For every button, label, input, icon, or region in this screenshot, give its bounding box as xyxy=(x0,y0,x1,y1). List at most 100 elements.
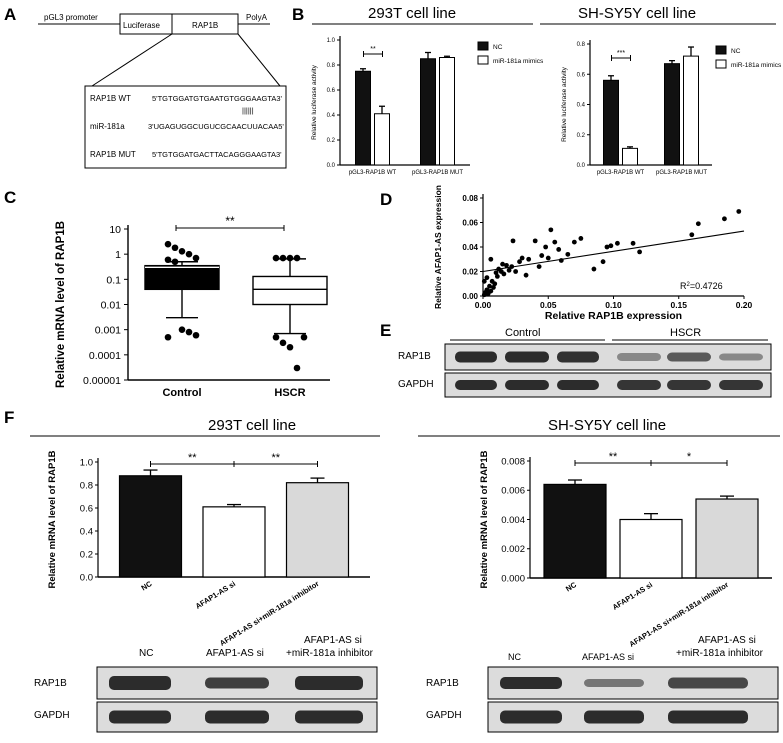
f2-x-tick-label: AFAP1-AS si xyxy=(611,580,654,612)
b1-legend-label: NC xyxy=(493,44,503,51)
b1-y-tick-label: 0.4 xyxy=(327,113,336,119)
f1-sig-label: ** xyxy=(271,452,280,464)
d-y-axis-label: Relative AFAP1-AS expression xyxy=(433,185,443,309)
c-outlier xyxy=(279,254,287,262)
b2-x-tick-label: pGL3-RAP1B MUT xyxy=(656,170,707,176)
d-point xyxy=(510,238,516,244)
c-outlier xyxy=(300,333,308,341)
fl-rap1b-band xyxy=(109,676,171,690)
chart-b2: 0.0 0.2 0.4 0.6 0.8 Relative luciferase activ… xyxy=(561,40,782,176)
b1-y-axis-label: Relative luciferase activity xyxy=(311,64,318,140)
c-y-axis-label: Relative mRNA level of RAP1B xyxy=(55,221,67,388)
e-header-control: Control xyxy=(505,327,540,339)
b2-legend-swatch xyxy=(715,45,727,55)
d-point xyxy=(501,271,507,277)
b2-legend-swatch xyxy=(715,59,727,69)
c-y-tick-label: 0.00001 xyxy=(83,375,121,387)
d-point xyxy=(519,255,525,261)
f2-sig-label: * xyxy=(687,451,692,463)
c-outlier xyxy=(272,254,280,262)
c-outlier xyxy=(293,254,301,262)
c-y-tick-label: 0.001 xyxy=(95,325,121,337)
f2-sig-label: ** xyxy=(609,451,618,463)
fl-gapdh-band xyxy=(109,710,171,724)
panel-label-f: F xyxy=(4,408,14,427)
panel-label-d: D xyxy=(380,190,392,209)
fl-col-nc: NC xyxy=(139,648,153,659)
e-row-gapdh: GAPDH xyxy=(398,379,434,390)
d-point xyxy=(493,270,499,276)
f2-y-tick-label: 0.002 xyxy=(501,544,525,555)
e-gapdh-band xyxy=(557,380,599,390)
e-rap1b-band xyxy=(557,351,599,363)
e-gapdh-band xyxy=(719,380,763,390)
fr-col-nc: NC xyxy=(508,652,521,662)
b2-sig-label: *** xyxy=(617,50,625,57)
b2-bar xyxy=(603,79,619,166)
panel-f-western-right: NC AFAP1-AS si AFAP1-AS si +miR-181a inh… xyxy=(426,635,779,733)
f1-bar xyxy=(202,506,266,578)
d-point xyxy=(558,258,564,263)
f2-bar xyxy=(695,498,759,579)
d-point xyxy=(488,288,494,294)
b1-x-tick-label: pGL3-RAP1B WT xyxy=(349,170,397,176)
seq-pairing: |||||| xyxy=(242,106,254,115)
seq-row-seq-mut: 5'TGTGGATGACTTACAGGGAAGTA3' xyxy=(152,150,282,159)
panel-f-western-left: NC AFAP1-AS si AFAP1-AS si +miR-181a inh… xyxy=(34,635,378,733)
c-outlier xyxy=(286,254,294,262)
d-x-tick-label: 0.05 xyxy=(540,300,557,310)
polya-label: PolyA xyxy=(246,13,268,22)
b1-bar xyxy=(439,57,455,166)
d-point xyxy=(487,283,492,289)
b2-bar xyxy=(622,147,638,166)
d-point xyxy=(630,240,636,246)
fr-gapdh-band xyxy=(584,710,644,724)
d-point xyxy=(536,264,542,269)
d-point xyxy=(615,240,620,246)
fl-col-si: AFAP1-AS si xyxy=(206,648,264,659)
f2-y-tick-label: 0.006 xyxy=(501,486,525,497)
d-point xyxy=(488,256,494,262)
d-y-tick-label: 0.06 xyxy=(462,219,478,228)
c-y-tick-label: 0.01 xyxy=(101,300,122,312)
e-gapdh-band xyxy=(455,380,497,390)
d-point xyxy=(491,285,496,290)
f1-y-tick-label: 0.2 xyxy=(80,549,93,560)
fl-col-inh-1: AFAP1-AS si xyxy=(304,635,362,646)
c-outlier xyxy=(164,240,172,248)
d-point xyxy=(545,255,551,261)
fr-col-inh-2: +miR-181a inhibitor xyxy=(676,648,764,659)
b2-y-tick-label: 0.2 xyxy=(577,133,586,139)
c-outlier xyxy=(293,364,301,372)
b2-y-tick-label: 0.0 xyxy=(577,163,586,169)
d-point xyxy=(552,239,558,245)
d-x-tick-label: 0.20 xyxy=(736,300,753,310)
chart-f1: 0.0 0.2 0.4 0.6 0.8 1.0 Relative mRNA level of… xyxy=(47,450,370,648)
f2-y-tick-label: 0.000 xyxy=(501,573,525,584)
c-outlier xyxy=(164,333,172,341)
d-point xyxy=(565,251,571,257)
d-y-tick-label: 0.04 xyxy=(462,243,478,252)
e-rap1b-band xyxy=(719,353,763,361)
fl-row-rap1b: RAP1B xyxy=(34,678,67,689)
b2-legend-label: NC xyxy=(731,48,741,55)
fl-gapdh-band xyxy=(295,710,363,724)
seq-row-seq-wt: 5'TGTGGATGTGAATGTGGGAAGTA3' xyxy=(152,94,283,103)
c-outlier xyxy=(272,333,280,341)
f-title-left: 293T cell line xyxy=(208,417,296,434)
f1-bar xyxy=(118,475,183,578)
d-point xyxy=(504,262,509,268)
c-outlier xyxy=(164,256,172,264)
e-row-rap1b: RAP1B xyxy=(398,351,431,362)
f1-x-tick-label: NC xyxy=(140,579,154,593)
d-point xyxy=(494,274,500,279)
c-outlier xyxy=(185,328,193,336)
f-title-right: SH-SY5Y cell line xyxy=(548,417,666,434)
c-y-tick-label: 1 xyxy=(115,249,121,261)
fr-rap1b-band xyxy=(500,677,562,689)
d-point xyxy=(532,238,538,244)
f1-y-tick-label: 0.4 xyxy=(80,526,93,537)
fl-rap1b-band xyxy=(205,677,269,689)
fl-row-gapdh: GAPDH xyxy=(34,710,70,721)
fr-gapdh-band xyxy=(500,710,562,724)
